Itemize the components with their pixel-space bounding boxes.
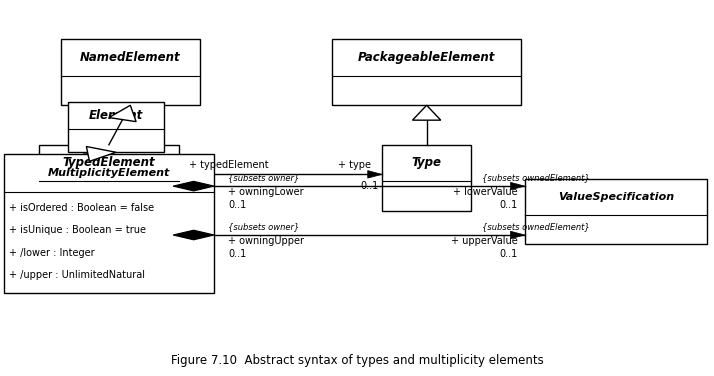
Text: MultiplicityElement: MultiplicityElement xyxy=(48,168,170,178)
Text: {subsets ownedElement}: {subsets ownedElement} xyxy=(482,173,590,182)
Text: NamedElement: NamedElement xyxy=(80,51,181,64)
Text: 0..1: 0..1 xyxy=(499,249,518,259)
Polygon shape xyxy=(368,171,382,178)
Text: + /lower : Integer: + /lower : Integer xyxy=(9,248,94,258)
Text: + upperValue: + upperValue xyxy=(451,236,518,246)
Text: + isUnique : Boolean = true: + isUnique : Boolean = true xyxy=(9,225,146,235)
Text: + owningLower: + owningLower xyxy=(228,187,304,197)
Text: + /upper : UnlimitedNatural: + /upper : UnlimitedNatural xyxy=(9,270,144,280)
Text: + type: + type xyxy=(338,160,371,170)
Polygon shape xyxy=(173,230,214,240)
Bar xyxy=(68,102,164,152)
Bar xyxy=(4,154,214,293)
Text: + isOrdered : Boolean = false: + isOrdered : Boolean = false xyxy=(9,203,154,212)
Text: TypedElement: TypedElement xyxy=(63,156,155,169)
Text: + owningUpper: + owningUpper xyxy=(228,236,304,246)
Text: {subsets owner}: {subsets owner} xyxy=(228,173,300,182)
Text: {subsets owner}: {subsets owner} xyxy=(228,222,300,231)
Text: 0..1: 0..1 xyxy=(228,200,247,211)
Polygon shape xyxy=(511,231,525,239)
Text: 0..1: 0..1 xyxy=(360,181,378,191)
Text: ValueSpecification: ValueSpecification xyxy=(558,192,674,202)
Text: *: * xyxy=(186,181,192,194)
Bar xyxy=(61,39,200,105)
Text: + lowerValue: + lowerValue xyxy=(453,187,518,197)
Text: Figure 7.10  Abstract syntax of types and multiplicity elements: Figure 7.10 Abstract syntax of types and… xyxy=(171,355,543,367)
Text: 0..1: 0..1 xyxy=(499,200,518,211)
Polygon shape xyxy=(511,182,525,190)
Polygon shape xyxy=(86,147,116,161)
Text: {subsets ownedElement}: {subsets ownedElement} xyxy=(482,222,590,231)
Bar xyxy=(39,145,179,211)
Bar xyxy=(382,145,471,211)
Bar xyxy=(332,39,521,105)
Polygon shape xyxy=(173,181,214,191)
Text: 0..1: 0..1 xyxy=(228,249,247,259)
Polygon shape xyxy=(413,105,441,120)
Text: + typedElement: + typedElement xyxy=(189,160,269,170)
Text: Element: Element xyxy=(89,109,143,122)
Text: Type: Type xyxy=(411,156,442,169)
Polygon shape xyxy=(109,105,136,122)
Text: PackageableElement: PackageableElement xyxy=(358,51,496,64)
Bar xyxy=(525,179,707,244)
